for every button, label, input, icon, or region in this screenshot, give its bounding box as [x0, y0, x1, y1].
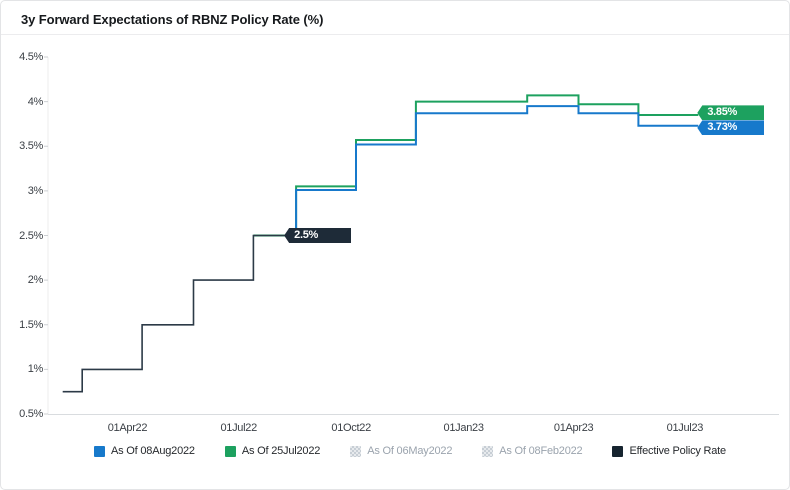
legend-swatch	[224, 445, 236, 457]
legend-swatch	[94, 445, 105, 457]
y-tick-label: 3.5%	[19, 140, 43, 153]
legend-item-label: As Of 08Aug2022	[111, 445, 195, 457]
end-value-tag-as-of-08aug2022: 3.73%	[697, 120, 765, 136]
legend-item-label: As Of 08Feb2022	[499, 445, 583, 457]
series-line-as-of-25jul2022[interactable]	[253, 94, 699, 237]
x-tick-label: 01Jul23	[666, 422, 704, 434]
end-value-tag-as-of-25jul2022: 3.85%	[697, 105, 765, 121]
y-tick-label: 3%	[27, 184, 44, 197]
x-tick-label: 01Jul22	[220, 422, 257, 434]
legend-item-as-of-06may2022[interactable]: As Of 06May2022	[350, 445, 452, 457]
y-tick-label: 1%	[27, 363, 44, 376]
y-tick-label: 4%	[27, 95, 44, 108]
chart-title: 3y Forward Expectations of RBNZ Policy R…	[21, 12, 324, 27]
x-tick-label: 01Apr23	[553, 422, 594, 434]
y-tick-label: 4.5%	[19, 51, 43, 63]
legend-item-as-of-08aug2022[interactable]: As Of 08Aug2022	[94, 445, 195, 457]
legend-swatch	[482, 445, 494, 457]
y-tick-label: 2.5%	[19, 229, 43, 242]
legend-swatch	[612, 445, 624, 457]
legend-item-effective-policy-rate[interactable]: Effective Policy Rate	[612, 445, 726, 457]
y-tick-label: 0.5%	[19, 408, 43, 420]
legend: As Of 08Aug2022 As Of 25Jul2022 As Of 06Ma…	[94, 445, 726, 457]
end-value-tag-effective-policy-rate: 2.5%	[284, 228, 352, 243]
legend-item-label: As Of 25Jul2022	[241, 445, 321, 457]
y-tick-label: 1.5%	[19, 318, 43, 331]
legend-item-as-of-25jul2022[interactable]: As Of 25Jul2022	[224, 445, 321, 457]
legend-item-as-of-08feb2022[interactable]: As Of 08Feb2022	[482, 445, 583, 457]
legend-item-label: As Of 06May2022	[367, 445, 453, 457]
legend-item-label: Effective Policy Rate	[629, 445, 726, 457]
series-line-effective-policy-rate[interactable]	[62, 234, 286, 393]
legend-swatch	[350, 445, 362, 457]
title-divider	[1, 34, 789, 35]
series-line-as-of-08aug2022[interactable]	[285, 105, 699, 237]
y-tick-label: 2%	[27, 274, 44, 287]
x-tick-label: 01Oct22	[331, 422, 371, 434]
x-tick-label: 01Jan23	[443, 422, 484, 434]
x-tick-label: 01Apr22	[107, 422, 148, 434]
